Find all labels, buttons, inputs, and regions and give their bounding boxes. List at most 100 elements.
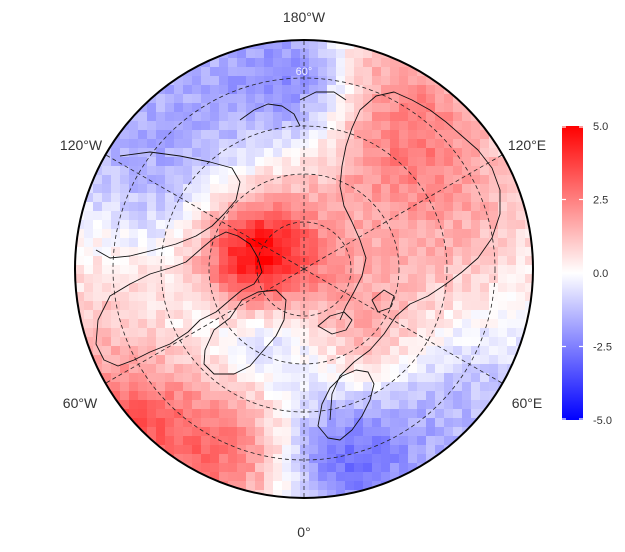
anomaly-cell — [291, 364, 301, 374]
anomaly-cell — [462, 400, 472, 410]
anomaly-cell — [237, 76, 247, 86]
anomaly-cell — [372, 373, 382, 383]
anomaly-cell — [210, 256, 220, 266]
anomaly-cell — [453, 202, 463, 212]
anomaly-cell — [93, 193, 103, 203]
anomaly-cell — [462, 121, 472, 131]
anomaly-cell — [201, 355, 211, 365]
anomaly-cell — [120, 418, 130, 428]
anomaly-cell — [282, 337, 292, 347]
anomaly-cell — [498, 166, 508, 176]
anomaly-cell — [417, 193, 427, 203]
anomaly-cell — [75, 283, 85, 293]
anomaly-cell — [453, 103, 463, 113]
anomaly-cell — [354, 67, 364, 77]
anomaly-cell — [255, 202, 265, 212]
anomaly-cell — [201, 391, 211, 401]
anomaly-cell — [282, 283, 292, 293]
anomaly-cell — [156, 346, 166, 356]
anomaly-cell — [111, 148, 121, 158]
anomaly-cell — [93, 175, 103, 185]
anomaly-cell — [102, 193, 112, 203]
anomaly-cell — [300, 202, 310, 212]
anomaly-cell — [201, 103, 211, 113]
anomaly-cell — [255, 256, 265, 266]
anomaly-cell — [327, 409, 337, 419]
anomaly-cell — [327, 256, 337, 266]
anomaly-cell — [282, 400, 292, 410]
anomaly-cell — [435, 355, 445, 365]
anomaly-cell — [147, 292, 157, 302]
anomaly-cell — [381, 256, 391, 266]
anomaly-cell — [264, 427, 274, 437]
anomaly-cell — [318, 364, 328, 374]
anomaly-cell — [444, 364, 454, 374]
anomaly-cell — [219, 436, 229, 446]
anomaly-cell — [300, 463, 310, 473]
anomaly-cell — [219, 346, 229, 356]
anomaly-cell — [237, 49, 247, 59]
anomaly-cell — [336, 310, 346, 320]
anomaly-cell — [246, 454, 256, 464]
anomaly-cell — [282, 175, 292, 185]
anomaly-cell — [255, 292, 265, 302]
anomaly-cell — [129, 301, 139, 311]
anomaly-cell — [480, 139, 490, 149]
anomaly-cell — [147, 265, 157, 275]
anomaly-cell — [282, 346, 292, 356]
anomaly-cell — [120, 310, 130, 320]
anomaly-cell — [390, 391, 400, 401]
anomaly-cell — [390, 94, 400, 104]
anomaly-cell — [156, 301, 166, 311]
anomaly-cell — [318, 382, 328, 392]
anomaly-cell — [318, 247, 328, 257]
anomaly-cell — [336, 490, 346, 498]
anomaly-cell — [210, 112, 220, 122]
anomaly-cell — [192, 382, 202, 392]
anomaly-cell — [120, 229, 130, 239]
anomaly-cell — [219, 319, 229, 329]
anomaly-cell — [390, 328, 400, 338]
anomaly-cell — [327, 454, 337, 464]
anomaly-cell — [147, 274, 157, 284]
anomaly-cell — [363, 328, 373, 338]
anomaly-cell — [210, 472, 220, 482]
anomaly-cell — [363, 427, 373, 437]
anomaly-cell — [444, 337, 454, 347]
anomaly-cell — [498, 364, 508, 374]
anomaly-cell — [165, 445, 175, 455]
anomaly-cell — [444, 418, 454, 428]
anomaly-cell — [363, 67, 373, 77]
anomaly-cell — [300, 310, 310, 320]
anomaly-cell — [399, 418, 409, 428]
anomaly-cell — [156, 94, 166, 104]
anomaly-cell — [435, 364, 445, 374]
anomaly-cell — [453, 184, 463, 194]
anomaly-cell — [201, 166, 211, 176]
anomaly-cell — [417, 76, 427, 86]
anomaly-cell — [255, 58, 265, 68]
anomaly-cell — [228, 400, 238, 410]
anomaly-cell — [282, 355, 292, 365]
anomaly-cell — [462, 130, 472, 140]
anomaly-cell — [426, 247, 436, 257]
anomaly-cell — [228, 463, 238, 473]
anomaly-cell — [84, 301, 94, 311]
anomaly-cell — [489, 274, 499, 284]
anomaly-cell — [75, 247, 85, 257]
anomaly-cell — [336, 427, 346, 437]
anomaly-cell — [228, 373, 238, 383]
anomaly-cell — [345, 76, 355, 86]
anomaly-cell — [489, 202, 499, 212]
anomaly-cell — [489, 139, 499, 149]
anomaly-cell — [138, 130, 148, 140]
anomaly-cell — [192, 274, 202, 284]
anomaly-cell — [309, 454, 319, 464]
anomaly-cell — [210, 292, 220, 302]
anomaly-cell — [156, 427, 166, 437]
anomaly-cell — [210, 121, 220, 131]
anomaly-cell — [507, 202, 517, 212]
anomaly-cell — [399, 436, 409, 446]
anomaly-cell — [480, 229, 490, 239]
anomaly-cell — [246, 130, 256, 140]
